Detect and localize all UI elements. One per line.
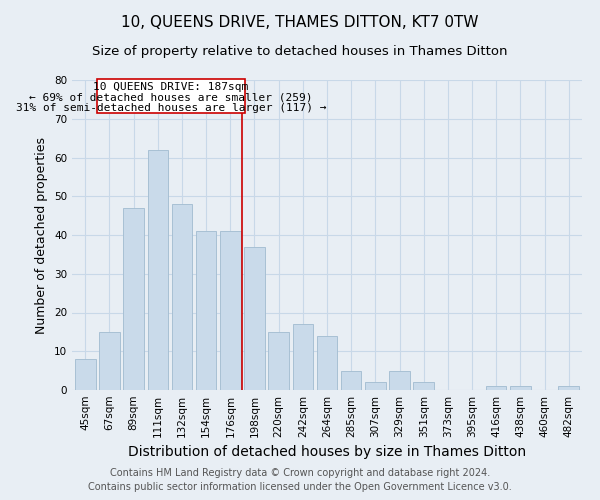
Bar bbox=[220, 231, 241, 390]
X-axis label: Distribution of detached houses by size in Thames Ditton: Distribution of detached houses by size … bbox=[128, 446, 526, 460]
Text: 10, QUEENS DRIVE, THAMES DITTON, KT7 0TW: 10, QUEENS DRIVE, THAMES DITTON, KT7 0TW bbox=[121, 15, 479, 30]
Bar bbox=[172, 204, 192, 390]
Y-axis label: Number of detached properties: Number of detached properties bbox=[35, 136, 49, 334]
Text: 10 QUEENS DRIVE: 187sqm: 10 QUEENS DRIVE: 187sqm bbox=[94, 82, 249, 92]
Bar bbox=[244, 246, 265, 390]
Bar bbox=[268, 332, 289, 390]
Bar bbox=[148, 150, 168, 390]
Bar bbox=[99, 332, 120, 390]
Bar bbox=[196, 231, 217, 390]
Text: Contains public sector information licensed under the Open Government Licence v3: Contains public sector information licen… bbox=[88, 482, 512, 492]
Bar bbox=[75, 359, 95, 390]
Bar bbox=[486, 386, 506, 390]
Text: Size of property relative to detached houses in Thames Ditton: Size of property relative to detached ho… bbox=[92, 45, 508, 58]
Bar bbox=[293, 324, 313, 390]
Text: 31% of semi-detached houses are larger (117) →: 31% of semi-detached houses are larger (… bbox=[16, 103, 326, 113]
Bar bbox=[317, 336, 337, 390]
FancyBboxPatch shape bbox=[97, 79, 245, 113]
Bar bbox=[389, 370, 410, 390]
Text: Contains HM Land Registry data © Crown copyright and database right 2024.: Contains HM Land Registry data © Crown c… bbox=[110, 468, 490, 477]
Bar bbox=[413, 382, 434, 390]
Bar bbox=[341, 370, 361, 390]
Bar bbox=[365, 382, 386, 390]
Bar bbox=[559, 386, 579, 390]
Bar bbox=[510, 386, 530, 390]
Text: ← 69% of detached houses are smaller (259): ← 69% of detached houses are smaller (25… bbox=[29, 92, 313, 102]
Bar bbox=[124, 208, 144, 390]
